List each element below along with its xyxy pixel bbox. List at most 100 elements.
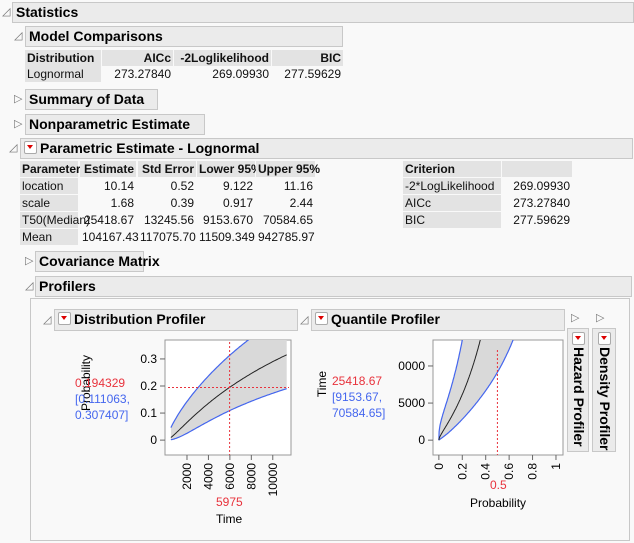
model-comparisons-title: Model Comparisons: [29, 28, 163, 44]
table-cell: 942785.97: [258, 230, 315, 244]
x-tick-label: 10000: [266, 463, 280, 497]
current-probability-value[interactable]: 0.5: [490, 478, 507, 492]
column-header: Parameter: [20, 161, 81, 177]
table-cell: 273.27840: [513, 196, 570, 210]
expand-triangle-icon[interactable]: ▷: [571, 312, 580, 324]
profilers-header[interactable]: Profilers: [35, 276, 632, 297]
x-tick-label: 1: [549, 463, 563, 470]
statistics-title: Statistics: [16, 4, 79, 20]
nonparametric-estimate-title: Nonparametric Estimate: [29, 116, 191, 132]
column-header: Upper 95%: [256, 161, 321, 177]
quantile-profiler-plot[interactable]: 0 5000 10000 0 0.2 0.4 0.6 0.8 1: [398, 335, 568, 510]
table-cell: location: [20, 178, 78, 194]
y-tick-label: 0: [150, 433, 157, 447]
upper-confidence-curve: [438, 340, 463, 441]
y-tick-label: 10000: [398, 359, 425, 373]
statistics-header[interactable]: Statistics: [12, 2, 634, 23]
column-header: Lower 95%: [197, 161, 262, 177]
density-profiler-title: Density Profiler: [597, 347, 613, 451]
y-axis-label: Time: [315, 370, 329, 398]
table-cell: 9153.670: [202, 213, 253, 227]
current-time-value[interactable]: 25418.67: [332, 374, 383, 388]
expand-triangle-icon[interactable]: ▷: [14, 118, 23, 130]
hazard-profiler-header[interactable]: Hazard Profiler: [567, 328, 589, 452]
confidence-interval-upper: 0.307407]: [75, 408, 129, 422]
table-cell: 11.16: [283, 179, 313, 193]
table-cell: 269.09930: [513, 179, 570, 193]
column-header: Std Error: [138, 161, 196, 177]
confidence-band-group: [438, 340, 514, 441]
table-cell: 269.09930: [212, 67, 269, 81]
quantile-profiler-title: Quantile Profiler: [331, 311, 440, 327]
column-header: Estimate: [80, 161, 136, 177]
column-header: -2Loglikelihood: [174, 50, 271, 66]
table-cell: 273.27840: [114, 67, 171, 81]
summary-of-data-title: Summary of Data: [29, 91, 145, 107]
table-cell: 11509.349: [199, 230, 255, 244]
collapse-triangle-icon[interactable]: ◿: [43, 314, 52, 326]
table-cell: Lognormal: [25, 66, 101, 82]
table-cell: 70584.65: [262, 213, 313, 227]
model-comparisons-header[interactable]: Model Comparisons: [25, 26, 343, 47]
table-cell: 2.44: [289, 196, 313, 210]
table-cell: 0.52: [170, 179, 194, 193]
red-triangle-menu-icon[interactable]: [315, 312, 328, 325]
x-tick-label: 4000: [201, 463, 215, 490]
red-triangle-menu-icon[interactable]: [572, 332, 585, 345]
summary-of-data-header[interactable]: Summary of Data: [25, 89, 158, 110]
table-cell: 104167.43: [82, 230, 139, 244]
collapse-triangle-icon[interactable]: ◿: [14, 30, 23, 42]
expand-triangle-icon[interactable]: ▷: [596, 312, 605, 324]
collapse-triangle-icon[interactable]: ◿: [25, 280, 34, 292]
covariance-matrix-title: Covariance Matrix: [39, 253, 160, 269]
table-cell: scale: [20, 195, 78, 211]
x-tick-label: 0: [432, 463, 446, 470]
x-axis-label: Time: [216, 512, 243, 526]
table-cell: BIC: [403, 212, 501, 228]
quantile-profiler-header[interactable]: Quantile Profiler: [311, 309, 565, 331]
table-cell: 10.14: [103, 179, 134, 193]
red-triangle-menu-icon[interactable]: [24, 141, 37, 154]
collapse-triangle-icon[interactable]: ◿: [300, 314, 309, 326]
expand-triangle-icon[interactable]: ▷: [14, 93, 23, 105]
column-header: [502, 161, 572, 177]
y-tick-label: 0.2: [140, 379, 157, 393]
table-cell: -2*LogLikelihood: [403, 178, 501, 194]
column-header: Criterion: [403, 161, 501, 177]
collapse-triangle-icon[interactable]: ◿: [9, 142, 18, 154]
table-cell: 1.68: [110, 196, 134, 210]
distribution-profiler-plot[interactable]: 0 0.1 0.2 0.3 2000 4000 6000 8000 10000: [130, 335, 300, 510]
red-triangle-menu-icon[interactable]: [58, 312, 71, 325]
distribution-profiler-header[interactable]: Distribution Profiler: [54, 309, 298, 331]
x-tick-label: 2000: [180, 463, 194, 490]
table-cell: AICc: [403, 195, 501, 211]
column-header: AICc: [102, 50, 173, 66]
confidence-interval-upper: 70584.65]: [332, 406, 386, 420]
nonparametric-estimate-header[interactable]: Nonparametric Estimate: [25, 114, 205, 135]
y-tick-label: 5000: [398, 396, 425, 410]
table-cell: Mean: [20, 229, 78, 245]
collapse-triangle-icon[interactable]: ◿: [2, 6, 11, 18]
covariance-matrix-header[interactable]: Covariance Matrix: [35, 251, 160, 272]
distribution-profiler-title: Distribution Profiler: [74, 311, 206, 327]
red-triangle-menu-icon[interactable]: [598, 332, 611, 345]
current-time-value[interactable]: 5975: [216, 495, 243, 509]
parametric-estimate-header[interactable]: Parametric Estimate - Lognormal: [20, 138, 633, 159]
x-axis-label: Probability: [470, 496, 527, 510]
hazard-profiler-title: Hazard Profiler: [571, 347, 587, 447]
y-tick-label: 0.1: [140, 406, 157, 420]
table-cell: 13245.56: [143, 213, 194, 227]
x-tick-label: 8000: [244, 463, 258, 490]
table-cell: 277.59629: [513, 213, 570, 227]
table-cell: 277.59629: [284, 67, 341, 81]
x-tick-label: 0.8: [526, 463, 540, 480]
density-profiler-header[interactable]: Density Profiler: [592, 328, 616, 452]
expand-triangle-icon[interactable]: ▷: [25, 255, 34, 267]
y-tick-label: 0: [418, 433, 425, 447]
confidence-interval-lower: [0.111063,: [75, 392, 130, 406]
current-probability-value[interactable]: 0.194329: [75, 376, 126, 390]
table-cell: T50(Median): [20, 212, 91, 228]
profilers-title: Profilers: [39, 278, 96, 294]
x-tick-label: 0.4: [479, 463, 493, 480]
